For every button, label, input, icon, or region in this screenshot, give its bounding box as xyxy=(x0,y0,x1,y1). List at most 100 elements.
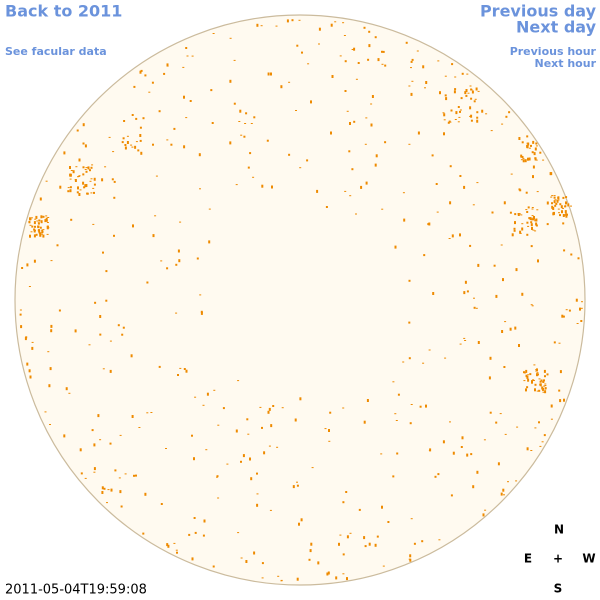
facula xyxy=(551,202,553,205)
facula xyxy=(59,185,62,189)
facula xyxy=(298,19,301,21)
facula xyxy=(562,196,565,199)
facula xyxy=(466,290,469,293)
facula xyxy=(408,279,411,282)
facula xyxy=(135,474,137,477)
facula xyxy=(35,233,38,236)
facula xyxy=(200,310,203,313)
facula xyxy=(557,208,560,210)
previous-day-link[interactable]: Previous day xyxy=(480,2,597,21)
facula xyxy=(335,576,338,580)
facula xyxy=(295,110,297,111)
facula xyxy=(65,387,68,391)
facula xyxy=(50,260,53,262)
facula xyxy=(44,219,47,223)
facula xyxy=(46,233,49,235)
facula xyxy=(564,210,567,214)
previous-hour-link[interactable]: Previous hour xyxy=(510,45,597,58)
timestamp: 2011-05-04T19:59:08 xyxy=(5,583,147,598)
facula xyxy=(84,477,87,479)
facula xyxy=(165,448,167,449)
facula xyxy=(526,375,529,379)
facula xyxy=(118,477,121,479)
next-hour-link[interactable]: Next hour xyxy=(535,57,597,70)
facula xyxy=(477,341,480,344)
facula xyxy=(233,59,236,61)
facula xyxy=(38,229,41,233)
facula xyxy=(552,207,555,210)
facula xyxy=(84,169,87,170)
facula xyxy=(559,214,561,217)
facula xyxy=(459,175,462,177)
facula xyxy=(531,215,534,217)
facula xyxy=(186,55,189,57)
facula xyxy=(90,178,93,180)
facula xyxy=(158,110,161,113)
facula xyxy=(432,292,435,295)
facula xyxy=(82,123,85,127)
facula xyxy=(534,157,537,160)
facula xyxy=(33,259,36,263)
facula xyxy=(396,452,399,455)
facula xyxy=(88,344,91,346)
facula xyxy=(381,505,383,509)
facula xyxy=(463,337,466,339)
facula xyxy=(565,213,568,216)
facula xyxy=(194,531,197,534)
facula xyxy=(532,217,535,221)
facula xyxy=(37,222,40,225)
facula xyxy=(451,234,454,238)
facula xyxy=(473,297,475,299)
facula xyxy=(536,373,538,377)
facula xyxy=(518,213,521,215)
facula xyxy=(514,213,517,216)
facula xyxy=(175,549,178,551)
facula xyxy=(370,103,373,105)
facula xyxy=(72,170,75,174)
facula xyxy=(546,201,549,205)
facula xyxy=(553,200,556,204)
facula xyxy=(259,406,262,408)
facula xyxy=(34,229,36,231)
next-day-link[interactable]: Next day xyxy=(516,18,597,37)
facular-data-link[interactable]: See facular data xyxy=(5,45,107,58)
facula xyxy=(532,165,535,169)
facula xyxy=(529,217,532,221)
facula xyxy=(465,89,468,92)
facula xyxy=(217,497,220,499)
facula xyxy=(76,129,79,132)
facula xyxy=(564,205,567,208)
facula xyxy=(45,180,48,182)
facula xyxy=(310,100,312,104)
facula xyxy=(90,192,93,194)
facula xyxy=(130,144,133,146)
facula xyxy=(306,159,309,162)
facula xyxy=(351,49,354,50)
facula xyxy=(511,233,514,237)
facula xyxy=(482,513,485,517)
facula xyxy=(550,418,553,420)
facula xyxy=(68,392,71,394)
back-link[interactable]: Back to 2011 xyxy=(5,2,122,21)
facula xyxy=(469,106,472,110)
facula xyxy=(131,146,134,148)
facula xyxy=(346,577,348,581)
facula xyxy=(363,536,366,540)
facula xyxy=(166,139,169,141)
facula xyxy=(534,383,537,386)
facula xyxy=(425,404,427,408)
facula xyxy=(256,23,259,27)
facula xyxy=(382,50,385,53)
facula xyxy=(229,141,232,145)
facula xyxy=(334,21,337,23)
facula xyxy=(513,227,516,230)
facula xyxy=(47,217,50,218)
facula xyxy=(139,139,142,142)
facula xyxy=(539,445,542,447)
facula xyxy=(29,375,32,379)
facula xyxy=(530,218,533,221)
facula xyxy=(69,189,72,193)
facula xyxy=(580,307,583,309)
facula xyxy=(39,197,42,201)
